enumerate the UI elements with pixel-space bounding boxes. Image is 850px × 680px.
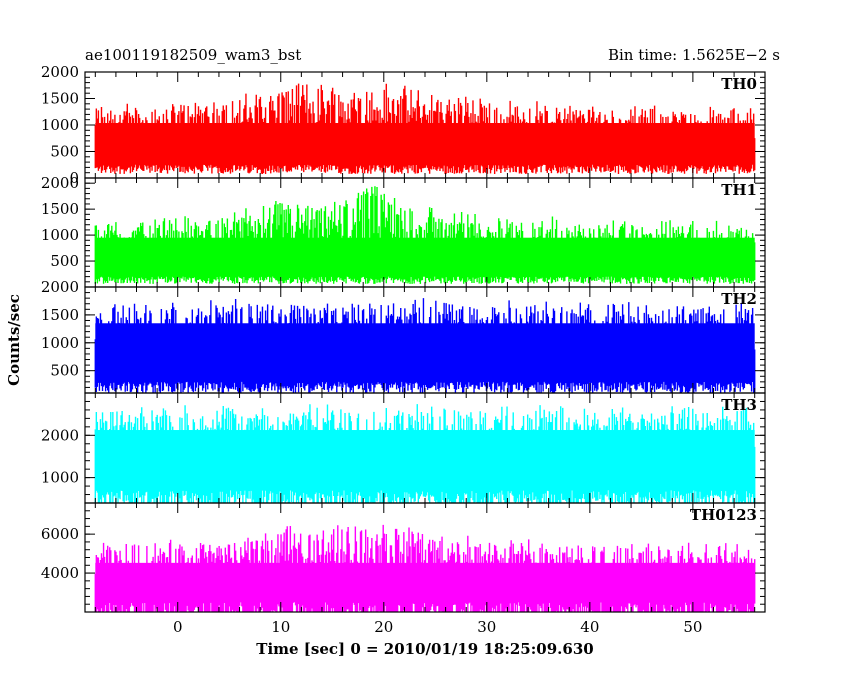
y-tick-label-th2: 500 [50,362,79,380]
x-tick-label: 0 [173,618,183,636]
panel-label-th2: TH2 [721,290,757,308]
header-bin-time: Bin time: 1.5625E−2 s [608,46,780,64]
panel-label-th1: TH1 [721,181,757,199]
series-band-th2 [95,323,755,375]
series-band-th0123 [95,562,755,598]
y-tick-label-th0123: 4000 [41,564,79,582]
x-tick-label: 50 [683,618,702,636]
y-tick-label-th0: 1000 [41,116,79,134]
x-tick-label: 30 [477,618,496,636]
y-tick-label-th1: 1000 [41,226,79,244]
y-tick-label-th2: 1000 [41,334,79,352]
series-band-th0 [95,123,755,160]
x-tick-label: 40 [580,618,599,636]
x-tick-label: 10 [271,618,290,636]
panel-label-th0: TH0 [721,75,757,93]
panel-label-th3: TH3 [721,396,757,414]
y-tick-label-th3: 2000 [41,426,79,444]
y-tick-label-th1: 2000 [41,174,79,192]
y-tick-label-th3: 1000 [41,469,79,487]
y-tick-label-th1: 1500 [41,200,79,218]
y-tick-label-th0: 500 [50,143,79,161]
y-tick-label-th0: 0 [69,169,79,187]
header-left-title: ae100119182509_wam3_bst [85,46,301,64]
y-axis-label: Counts/sec [5,294,23,386]
series-band-th1 [95,237,755,272]
y-tick-label-th1: 500 [50,252,79,270]
x-axis-label: Time [sec] 0 = 2010/01/19 18:25:09.630 [256,640,593,658]
y-tick-label-th0: 1500 [41,90,79,108]
y-tick-label-th0123: 6000 [41,525,79,543]
y-tick-label-th0: 2000 [41,63,79,81]
x-tick-label: 20 [374,618,393,636]
panel-label-th0123: TH0123 [690,506,757,524]
y-tick-label-th2: 1500 [41,306,79,324]
y-tick-label-th2: 2000 [41,278,79,296]
series-band-th3 [95,430,755,483]
